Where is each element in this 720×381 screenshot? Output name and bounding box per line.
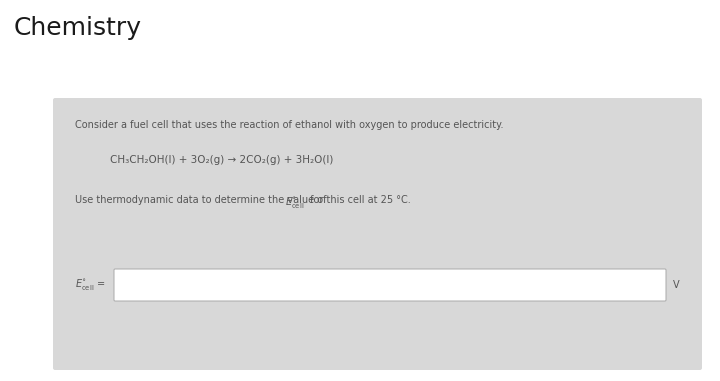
Text: CH₃CH₂OH(l) + 3O₂(g) → 2CO₂(g) + 3H₂O(l): CH₃CH₂OH(l) + 3O₂(g) → 2CO₂(g) + 3H₂O(l)	[110, 155, 333, 165]
FancyBboxPatch shape	[53, 98, 702, 370]
Text: Consider a fuel cell that uses the reaction of ethanol with oxygen to produce el: Consider a fuel cell that uses the react…	[75, 120, 503, 130]
Text: for this cell at 25 °C.: for this cell at 25 °C.	[307, 195, 410, 205]
FancyBboxPatch shape	[114, 269, 666, 301]
Text: $E^{\circ}_{\mathrm{cell}}$: $E^{\circ}_{\mathrm{cell}}$	[285, 195, 305, 210]
Text: Use thermodynamic data to determine the value of: Use thermodynamic data to determine the …	[75, 195, 330, 205]
Text: V: V	[673, 280, 680, 290]
Text: Chemistry: Chemistry	[14, 16, 142, 40]
Text: $E^{\circ}_{\mathrm{cell}}$ =: $E^{\circ}_{\mathrm{cell}}$ =	[75, 277, 105, 293]
